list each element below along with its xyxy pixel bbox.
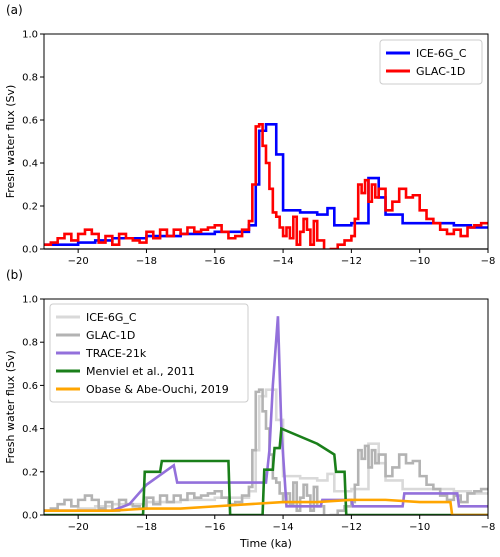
y-tick-label: 0.8 xyxy=(22,73,38,84)
series-line-glac-1d xyxy=(44,388,488,515)
panel-label: (a) xyxy=(6,3,23,17)
x-tick-label: −10 xyxy=(409,522,430,533)
legend-entry: Obase & Abe-Ouchi, 2019 xyxy=(86,383,229,396)
x-tick-label: −16 xyxy=(204,522,225,533)
legend-entry: ICE-6G_C xyxy=(416,47,467,60)
x-tick-label: −18 xyxy=(136,522,157,533)
x-tick-label: −8 xyxy=(481,256,496,267)
y-tick-label: 0.2 xyxy=(22,202,38,213)
x-axis-label: Time (ka) xyxy=(239,537,292,550)
y-axis-label: Fresh water flux (Sv) xyxy=(4,85,17,199)
series-line-obase-abe-ouchi-2019 xyxy=(44,498,488,515)
x-tick-label: −12 xyxy=(341,522,362,533)
x-tick-label: −10 xyxy=(409,256,430,267)
y-tick-label: 0.0 xyxy=(22,245,38,256)
y-tick-label: 0.4 xyxy=(22,424,38,435)
legend: ICE-6G_C GLAC-1D TRACE-21k Menviel et al., … xyxy=(49,303,249,403)
legend-box xyxy=(49,303,249,403)
plot-frame xyxy=(43,298,489,516)
y-tick-label: 0.6 xyxy=(22,116,38,127)
legend-entry: TRACE-21k xyxy=(85,347,147,360)
series-group xyxy=(44,316,488,515)
y-tick-label: 0.0 xyxy=(22,511,38,522)
y-tick-label: 1.0 xyxy=(22,30,38,41)
panel-a: −20 −18 −16 −14 −12 −10 −8 0.0 0.2 0.4 0.6 0.8 1.0 Fr… xyxy=(4,3,495,267)
legend-entry: Menviel et al., 2011 xyxy=(86,365,195,378)
series-line-glac-1d xyxy=(44,123,488,249)
x-tick-label: −20 xyxy=(68,256,89,267)
x-tick-label: −8 xyxy=(481,522,496,533)
y-tick-label: 0.2 xyxy=(22,467,38,478)
x-tick-label: −14 xyxy=(273,256,294,267)
legend-entry: GLAC-1D xyxy=(86,329,135,342)
y-tick-label: 0.6 xyxy=(22,381,38,392)
legend: ICE-6G_C GLAC-1D xyxy=(379,39,483,85)
x-tick-label: −18 xyxy=(136,256,157,267)
series-group xyxy=(44,123,488,249)
x-tick-label: −16 xyxy=(204,256,225,267)
series-line-menviel-et-al-2011 xyxy=(44,426,488,515)
x-tick-label: −20 xyxy=(68,522,89,533)
legend-box xyxy=(379,39,483,85)
panel-label: (b) xyxy=(6,268,23,282)
legend-entry: ICE-6G_C xyxy=(86,311,137,324)
x-tick-label: −12 xyxy=(341,256,362,267)
y-tick-label: 0.4 xyxy=(22,159,38,170)
panel-b: −20 −18 −16 −14 −12 −10 −8 0.0 0.2 0.4 0.6 0.8 1.0 Fr… xyxy=(4,268,495,550)
legend-entry: GLAC-1D xyxy=(416,65,465,78)
y-axis-label: Fresh water flux (Sv) xyxy=(4,350,17,464)
y-tick-label: 1.0 xyxy=(22,295,38,306)
plot-frame xyxy=(43,33,489,250)
y-tick-label: 0.8 xyxy=(22,338,38,349)
x-tick-label: −14 xyxy=(273,522,294,533)
